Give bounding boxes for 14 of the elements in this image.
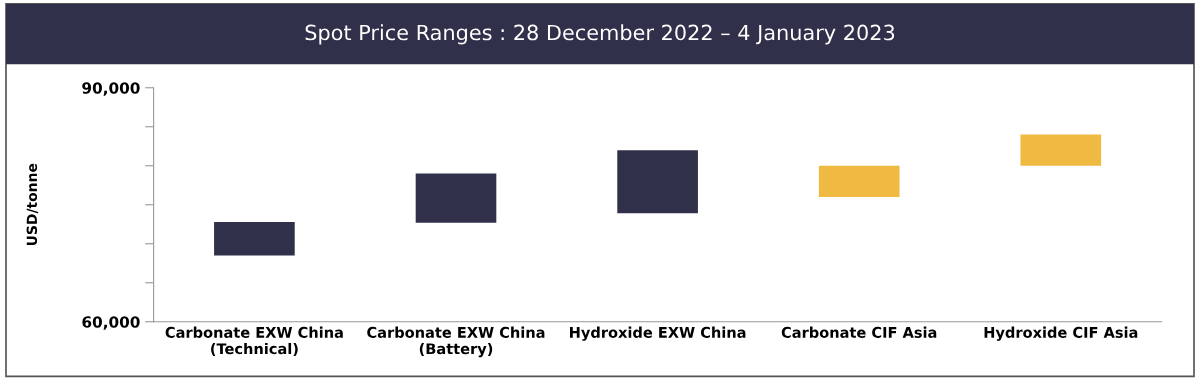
chart-title: Spot Price Ranges : 28 December 2022 – 4 January 2023 bbox=[305, 24, 895, 45]
x-tick-label: Hydroxide EXW China bbox=[570, 326, 746, 341]
x-tick-label: Carbonate EXW China (Technical) bbox=[165, 326, 343, 356]
x-tick-label: Carbonate CIF Asia bbox=[781, 326, 937, 338]
bar bbox=[1020, 134, 1102, 166]
bar bbox=[818, 165, 900, 197]
y-tick-label: 60,000 bbox=[82, 316, 140, 330]
y-tick-label: 90,000 bbox=[82, 82, 140, 96]
bar bbox=[214, 221, 295, 256]
bar bbox=[415, 173, 497, 223]
x-tick-label: Hydroxide CIF Asia bbox=[984, 326, 1138, 341]
bar bbox=[617, 150, 698, 214]
x-tick-label: Carbonate EXW China (Battery) bbox=[367, 326, 545, 358]
y-axis-title: USD/tonne bbox=[26, 163, 39, 246]
